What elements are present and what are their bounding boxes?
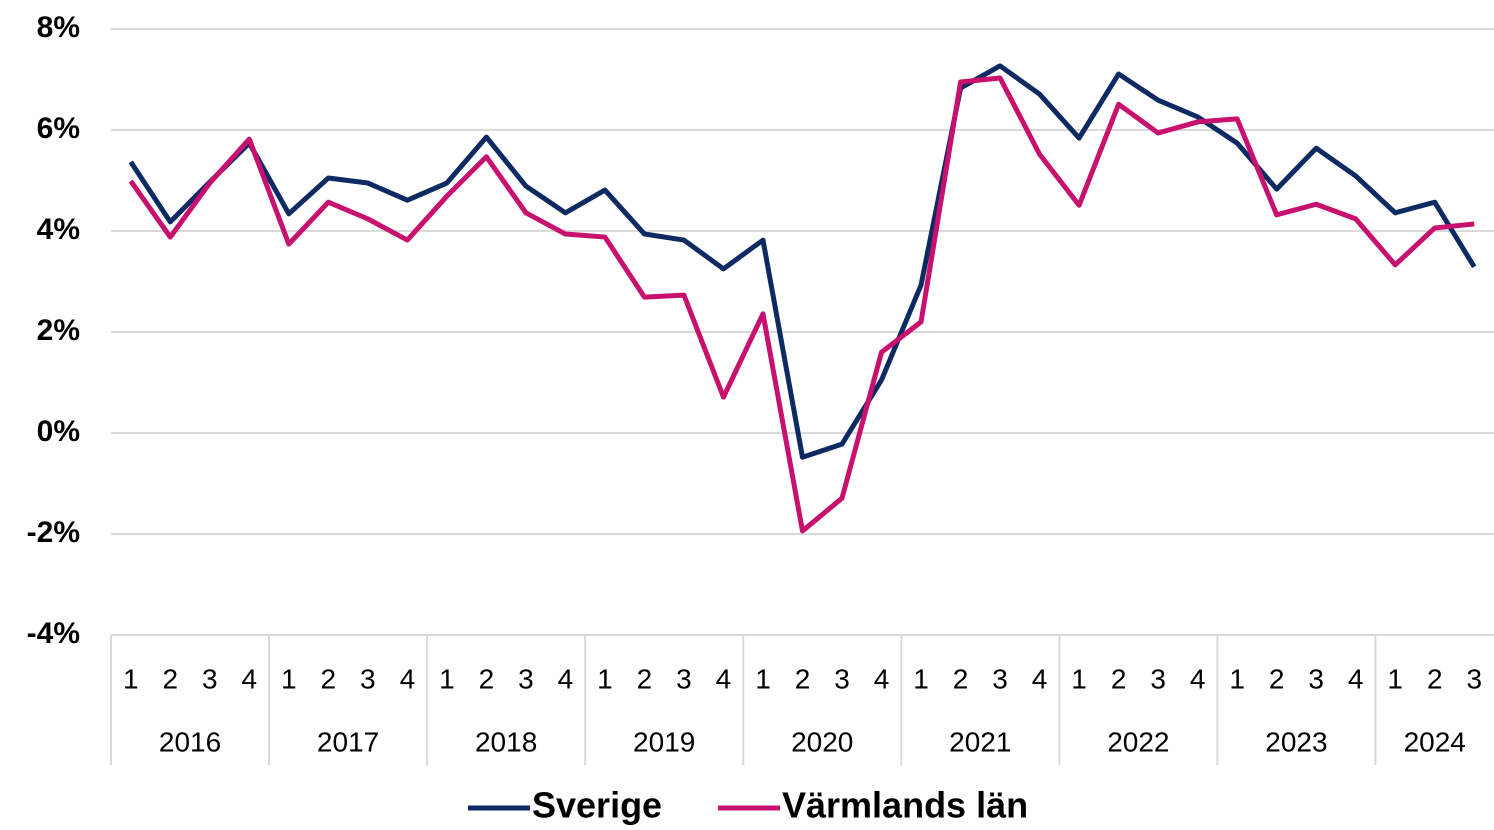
x-tick-label: 4 [558,663,574,694]
y-tick-label: -4% [27,617,80,650]
x-tick-label: 2 [1427,663,1443,694]
y-tick-label: -2% [27,516,80,549]
x-tick-label: 1 [597,663,613,694]
line-series [128,75,1475,534]
x-tick-label: 2 [321,663,337,694]
x-tick-label: 2 [479,663,495,694]
x-tick-label: 4 [242,663,258,694]
y-tick-label: 8% [37,11,80,44]
y-tick-label: 0% [37,415,80,448]
x-tick-label: 1 [123,663,139,694]
x-tick-label: 1 [281,663,297,694]
line-series [128,63,1477,460]
x-tick-label: 2 [1111,663,1127,694]
y-tick-label: 4% [37,213,80,246]
x-tick-label: 4 [1348,663,1364,694]
x-group-label: 2022 [1107,726,1169,757]
x-tick-label: 2 [637,663,653,694]
x-tick-label: 4 [874,663,890,694]
x-group-label: 2016 [159,726,221,757]
legend-label: Värmlands län [782,785,1028,826]
x-tick-label: 2 [953,663,969,694]
x-tick-label: 1 [755,663,771,694]
y-tick-label: 2% [37,314,80,347]
x-group-label: 2019 [633,726,695,757]
x-group-label: 2020 [791,726,853,757]
x-tick-label: 3 [1308,663,1324,694]
x-tick-label: 4 [1032,663,1048,694]
x-tick-label: 3 [1150,663,1166,694]
x-tick-label: 3 [518,663,534,694]
x-tick-label: 1 [1387,663,1403,694]
x-tick-label: 4 [716,663,732,694]
x-tick-label: 3 [360,663,376,694]
x-tick-label: 2 [795,663,811,694]
x-group-label: 2024 [1404,726,1466,757]
x-tick-label: 1 [439,663,455,694]
x-tick-label: 3 [202,663,218,694]
x-tick-label: 1 [913,663,929,694]
x-tick-label: 2 [1269,663,1285,694]
x-tick-label: 3 [992,663,1008,694]
x-group-label: 2018 [475,726,537,757]
x-group-label: 2017 [317,726,379,757]
x-tick-label: 3 [834,663,850,694]
x-tick-label: 3 [676,663,692,694]
x-tick-label: 4 [1190,663,1206,694]
x-group-label: 2023 [1265,726,1327,757]
y-tick-label: 6% [37,112,80,145]
x-tick-label: 1 [1229,663,1245,694]
x-tick-label: 1 [1071,663,1087,694]
x-group-label: 2021 [949,726,1011,757]
legend-label: Sverige [532,785,662,826]
x-tick-label: 3 [1466,663,1482,694]
x-tick-label: 2 [162,663,178,694]
x-tick-label: 4 [400,663,416,694]
